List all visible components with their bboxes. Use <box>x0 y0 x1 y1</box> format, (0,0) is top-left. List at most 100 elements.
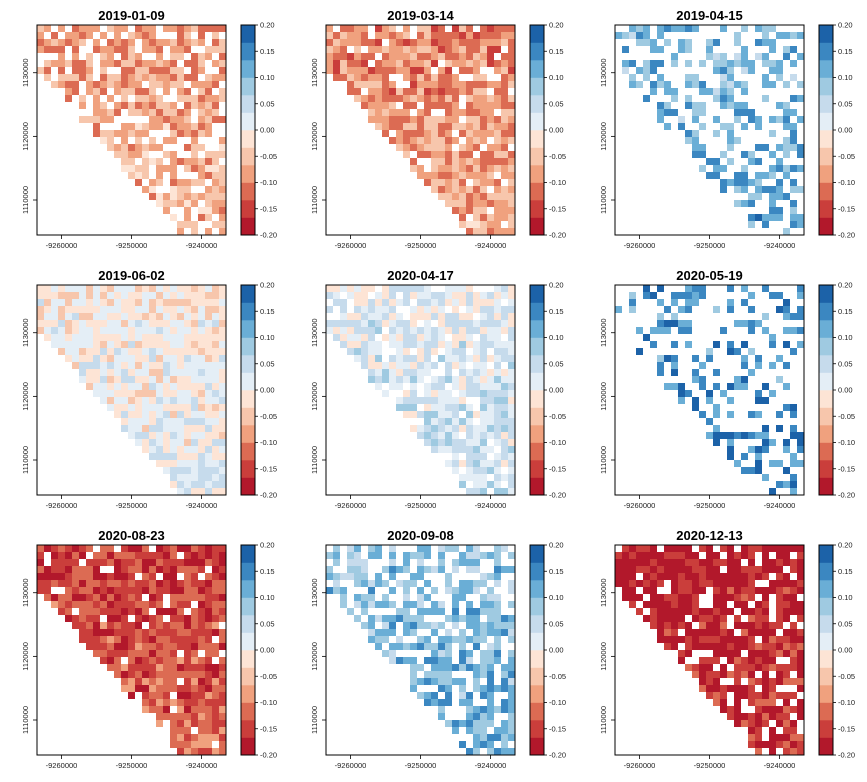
raster-cell <box>445 193 452 200</box>
raster-cell <box>163 320 170 327</box>
raster-cell <box>494 453 501 460</box>
raster-cell <box>783 46 790 53</box>
colorbar-segment <box>530 667 544 686</box>
raster-cell <box>664 559 671 566</box>
raster-cell <box>368 636 375 643</box>
raster-cell <box>797 306 804 313</box>
raster-cell <box>128 130 135 137</box>
raster-cell <box>417 285 424 292</box>
raster-cell <box>734 376 741 383</box>
raster-cell <box>212 580 219 587</box>
raster-cell <box>487 292 494 299</box>
raster-cell <box>480 685 487 692</box>
raster-cell <box>347 334 354 341</box>
raster-cell <box>191 299 198 306</box>
raster-cell <box>431 123 438 130</box>
raster-cell <box>664 327 671 334</box>
raster-cell <box>170 327 177 334</box>
raster-cell <box>685 552 692 559</box>
raster-cell <box>790 678 797 685</box>
raster-cell <box>713 67 720 74</box>
raster-cell <box>212 615 219 622</box>
raster-cell <box>121 383 128 390</box>
raster-cell <box>748 741 755 748</box>
raster-cell <box>177 193 184 200</box>
raster-cell <box>410 383 417 390</box>
raster-cell <box>205 657 212 664</box>
raster-cell <box>508 151 515 158</box>
raster-cell <box>480 348 487 355</box>
raster-cell <box>142 383 149 390</box>
colorbar-tick-label: 0.15 <box>260 307 275 316</box>
raster-cell <box>368 341 375 348</box>
raster-cell <box>58 573 65 580</box>
raster-cell <box>170 306 177 313</box>
raster-cell <box>121 404 128 411</box>
raster-cell <box>389 299 396 306</box>
raster-cell <box>783 306 790 313</box>
raster-cell <box>184 88 191 95</box>
raster-cell <box>219 327 226 334</box>
raster-cell <box>361 362 368 369</box>
raster-cell <box>629 306 636 313</box>
raster-cell <box>734 383 741 390</box>
raster-cell <box>184 74 191 81</box>
raster-cell <box>438 306 445 313</box>
raster-cell <box>487 425 494 432</box>
raster-cell <box>354 285 361 292</box>
raster-cell <box>410 643 417 650</box>
raster-cell <box>424 299 431 306</box>
raster-cell <box>128 678 135 685</box>
raster-cell <box>375 102 382 109</box>
raster-cell <box>643 74 650 81</box>
raster-cell <box>142 439 149 446</box>
raster-cell <box>354 566 361 573</box>
raster-cell <box>170 636 177 643</box>
raster-cell <box>473 629 480 636</box>
raster-cell <box>184 432 191 439</box>
raster-cell <box>121 601 128 608</box>
raster-cell <box>347 53 354 60</box>
raster-cell <box>769 130 776 137</box>
raster-cell <box>431 671 438 678</box>
raster-cell <box>219 383 226 390</box>
raster-cell <box>347 74 354 81</box>
raster-cell <box>58 46 65 53</box>
raster-cell <box>734 692 741 699</box>
raster-cell <box>783 748 790 755</box>
raster-cell <box>727 446 734 453</box>
raster-cell <box>219 67 226 74</box>
raster-cell <box>156 580 163 587</box>
raster-cell <box>776 587 783 594</box>
raster-cell <box>170 165 177 172</box>
raster-cell <box>170 460 177 467</box>
raster-cell <box>445 678 452 685</box>
raster-cell <box>389 629 396 636</box>
raster-cell <box>396 643 403 650</box>
raster-cell <box>678 601 685 608</box>
raster-cell <box>487 594 494 601</box>
raster-cell <box>699 292 706 299</box>
raster-cell <box>72 348 79 355</box>
raster-cell <box>403 657 410 664</box>
raster-cell <box>636 580 643 587</box>
raster-cell <box>191 130 198 137</box>
raster-cell <box>720 622 727 629</box>
raster-cell <box>198 608 205 615</box>
raster-cell <box>191 221 198 228</box>
raster-cell <box>459 587 466 594</box>
raster-cell <box>622 587 629 594</box>
raster-cell <box>128 390 135 397</box>
colorbar-tick-label: -0.15 <box>260 464 277 473</box>
raster-cell <box>480 552 487 559</box>
raster-cell <box>685 327 692 334</box>
raster-cell <box>508 158 515 165</box>
raster-cell <box>177 285 184 292</box>
raster-cell <box>354 594 361 601</box>
raster-cell <box>466 622 473 629</box>
colorbar-segment <box>241 217 255 236</box>
raster-cell <box>494 657 501 664</box>
raster-cell <box>156 460 163 467</box>
raster-cell <box>58 67 65 74</box>
raster-cell <box>741 453 748 460</box>
